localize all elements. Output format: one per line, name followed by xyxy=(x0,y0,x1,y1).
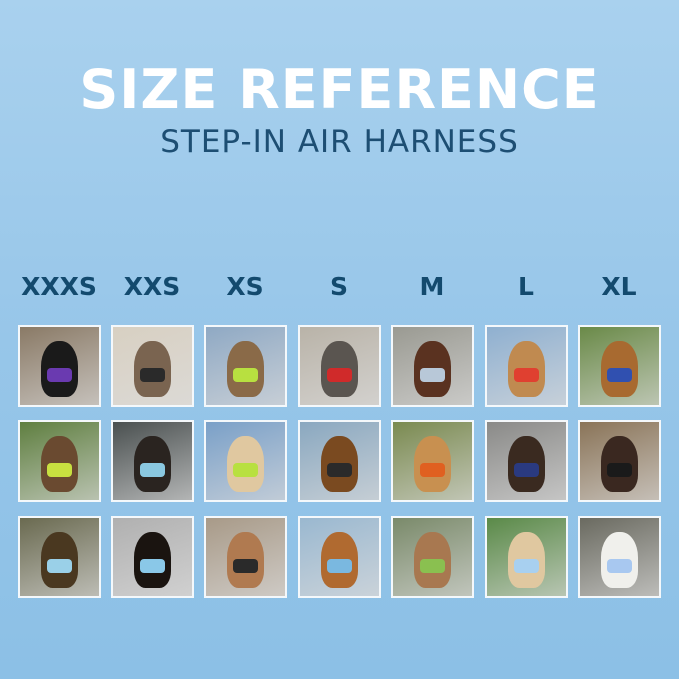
harness xyxy=(606,367,633,382)
harness xyxy=(326,558,353,573)
harness xyxy=(606,558,633,573)
pet-photo-xxxs xyxy=(18,325,101,407)
harness xyxy=(326,367,353,382)
harness xyxy=(232,367,259,382)
harness xyxy=(46,367,73,382)
pet-photo-xl xyxy=(578,516,661,598)
pet-photo-xxxs xyxy=(18,420,101,502)
pet-photo-xl xyxy=(578,420,661,502)
pet-photo-l xyxy=(485,325,568,407)
pet-photo-l xyxy=(485,420,568,502)
pet-photo-m xyxy=(391,420,474,502)
size-label-s: S xyxy=(329,272,348,301)
pet-photo-xs xyxy=(204,516,287,598)
page-title: SIZE REFERENCE xyxy=(79,58,600,121)
harness xyxy=(232,558,259,573)
pet-photo-xs xyxy=(204,420,287,502)
pet-photo-xxs xyxy=(111,420,194,502)
pet-photo-m xyxy=(391,516,474,598)
pet-photo-s xyxy=(298,325,381,407)
size-label-xxs: XXS xyxy=(123,272,181,301)
size-label-xs: XS xyxy=(226,272,264,301)
harness xyxy=(46,462,73,477)
pet-photo-xxxs xyxy=(18,516,101,598)
harness xyxy=(139,367,166,382)
harness xyxy=(326,462,353,477)
size-label-m: M xyxy=(419,272,445,301)
harness xyxy=(513,462,540,477)
harness xyxy=(513,367,540,382)
pet-photo-xl xyxy=(578,325,661,407)
harness xyxy=(419,558,446,573)
page-subtitle: STEP-IN AIR HARNESS xyxy=(160,124,519,160)
pet-photo-s xyxy=(298,516,381,598)
pet-photo-l xyxy=(485,516,568,598)
pet-photo-xs xyxy=(204,325,287,407)
harness xyxy=(139,462,166,477)
pet-photo-m xyxy=(391,325,474,407)
size-label-l: L xyxy=(518,272,534,301)
harness xyxy=(419,462,446,477)
size-label-xl: XL xyxy=(601,272,637,301)
pet-photo-s xyxy=(298,420,381,502)
harness xyxy=(232,462,259,477)
harness xyxy=(46,558,73,573)
harness xyxy=(419,367,446,382)
harness xyxy=(606,462,633,477)
harness xyxy=(513,558,540,573)
pet-photo-xxs xyxy=(111,325,194,407)
size-label-xxxs: XXXS xyxy=(21,272,97,301)
pet-photo-xxs xyxy=(111,516,194,598)
harness xyxy=(139,558,166,573)
